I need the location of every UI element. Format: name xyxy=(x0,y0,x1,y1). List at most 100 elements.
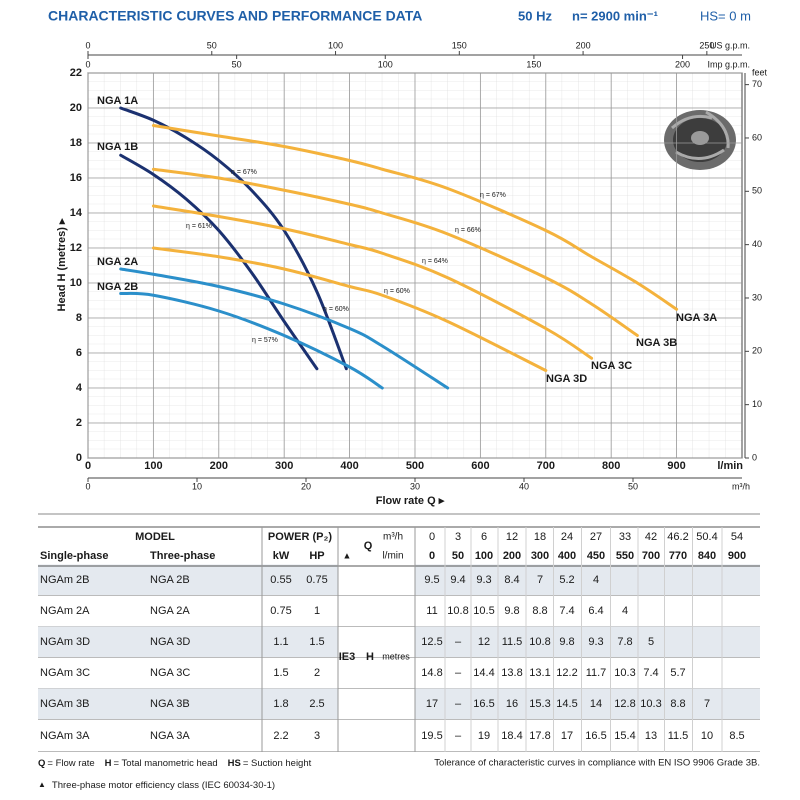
td: 1.5 xyxy=(309,636,324,648)
curve-label: NGA 2B xyxy=(97,281,138,293)
td: NGAm 2B xyxy=(40,574,90,586)
td: 11 xyxy=(426,605,437,617)
th: 770 xyxy=(669,550,687,562)
tick-label: 20 xyxy=(301,481,311,491)
th: HP xyxy=(309,550,324,562)
tick-label: 20 xyxy=(752,346,762,356)
td: 14 xyxy=(590,698,602,710)
speed: n= 2900 min⁻¹ xyxy=(572,8,658,23)
tick-label: 50 xyxy=(232,59,242,69)
x-axis-label: Flow rate Q ▸ xyxy=(376,495,445,507)
curve-label: NGA 3A xyxy=(676,312,717,324)
th: MODEL xyxy=(135,531,175,543)
tick-label: 60 xyxy=(752,132,762,142)
tick-label: 100 xyxy=(378,59,393,69)
td: NGA 2B xyxy=(150,574,190,586)
x-tick-label: 300 xyxy=(275,460,293,472)
td: – xyxy=(455,698,462,710)
legend-text: = Flow rate xyxy=(47,758,94,769)
th: 0 xyxy=(429,550,435,562)
td: 10.8 xyxy=(447,605,468,617)
td: 2.5 xyxy=(309,698,324,710)
td: 9.8 xyxy=(559,636,574,648)
td: NGAm 3C xyxy=(40,667,90,679)
curve xyxy=(119,153,319,371)
td: 12.2 xyxy=(556,667,577,679)
y-tick-label: 20 xyxy=(70,102,82,114)
curve xyxy=(151,124,679,311)
y-tick-label: 2 xyxy=(76,417,82,429)
td: 1.1 xyxy=(273,636,288,648)
td: NGAm 2A xyxy=(40,605,90,617)
th: 200 xyxy=(503,550,521,562)
td: 14.5 xyxy=(556,698,577,710)
th: 42 xyxy=(645,531,657,543)
td: 19 xyxy=(478,730,490,742)
td: 2.2 xyxy=(273,730,288,742)
td: 14.4 xyxy=(473,667,494,679)
td: NGA 2A xyxy=(150,605,190,617)
x-tick-label: 600 xyxy=(471,460,489,472)
tick-label: 40 xyxy=(519,481,529,491)
td: 7.4 xyxy=(559,605,574,617)
td: 13.1 xyxy=(529,667,550,679)
td: 10.3 xyxy=(640,698,661,710)
x-unit: l/min xyxy=(717,460,743,472)
efficiency-annotation: η = 57% xyxy=(252,337,278,344)
td: 1.8 xyxy=(273,698,288,710)
td: 4 xyxy=(593,574,599,586)
y-tick-label: 6 xyxy=(76,347,82,359)
td: 14.8 xyxy=(421,667,442,679)
th: l/min xyxy=(382,551,403,562)
td: 7.4 xyxy=(643,667,658,679)
tick-label: 0 xyxy=(85,481,90,491)
th: 46.2 xyxy=(667,531,688,543)
td: NGA 3C xyxy=(150,667,190,679)
td: 16.5 xyxy=(585,730,606,742)
row-shade xyxy=(38,626,338,658)
axis-unit: m³/h xyxy=(732,481,750,491)
curve xyxy=(119,106,348,371)
td: 17.8 xyxy=(529,730,550,742)
th: 700 xyxy=(642,550,660,562)
td: 9.5 xyxy=(424,574,439,586)
th: 400 xyxy=(558,550,576,562)
td: NGA 3B xyxy=(150,698,190,710)
frequency: 50 Hz xyxy=(518,8,552,23)
td: 12.8 xyxy=(614,698,635,710)
td: 13 xyxy=(645,730,657,742)
th: Three-phase xyxy=(150,550,215,562)
curve-label: NGA 1A xyxy=(97,95,138,107)
td: – xyxy=(455,730,462,742)
td: 8.8 xyxy=(532,605,547,617)
footer-legend: Q = Flow rate H = Total manometric head HS = … xyxy=(38,758,312,769)
th: 100 xyxy=(475,550,493,562)
td: 0.75 xyxy=(306,574,327,586)
y-tick-label: 10 xyxy=(70,277,82,289)
td: 12.5 xyxy=(421,636,442,648)
td: IE3 xyxy=(339,651,356,663)
title: CHARACTERISTIC CURVES AND PERFORMANCE DA… xyxy=(48,8,422,24)
y-tick-label: 0 xyxy=(76,452,82,464)
th: 54 xyxy=(731,531,743,543)
curve xyxy=(119,267,450,390)
td: 7.8 xyxy=(617,636,632,648)
tick-label: 40 xyxy=(752,239,762,249)
td: 17 xyxy=(561,730,573,742)
th: 24 xyxy=(561,531,573,543)
tick-label: 100 xyxy=(328,40,343,50)
y-tick-label: 12 xyxy=(70,242,82,254)
td: 7 xyxy=(537,574,543,586)
tick-label: 30 xyxy=(410,481,420,491)
tick-label: 150 xyxy=(526,59,541,69)
td: 9.3 xyxy=(588,636,603,648)
td: 15.3 xyxy=(529,698,550,710)
curve-label: NGA 3C xyxy=(591,360,632,372)
x-tick-label: 800 xyxy=(602,460,620,472)
row-shade xyxy=(415,688,760,720)
td: 8.5 xyxy=(729,730,744,742)
x-tick-label: 100 xyxy=(144,460,162,472)
tick-label: 0 xyxy=(85,59,90,69)
th: 3 xyxy=(455,531,461,543)
y-tick-label: 14 xyxy=(70,207,83,219)
